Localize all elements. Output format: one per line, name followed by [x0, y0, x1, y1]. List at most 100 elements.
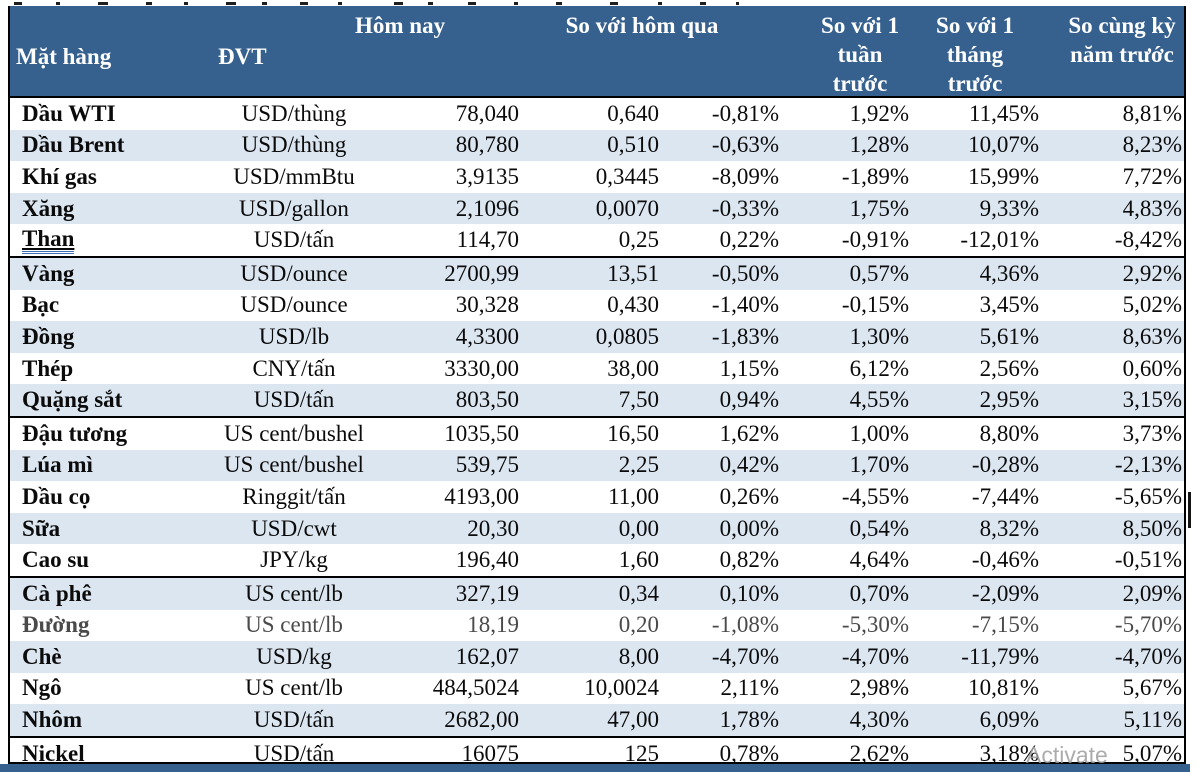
today-price-cell: 4,3300 — [455, 323, 519, 349]
table-row: Lúa mì US cent/bushel 539,75 2,25 0,42% 1,70%… — [10, 449, 1184, 482]
unit-cell: CNY/tấn — [252, 355, 336, 381]
vs-month-cell: 8,80% — [979, 420, 1039, 446]
unit-cell: USD/thùng — [241, 100, 347, 126]
change-pct-cell: 1,78% — [665, 704, 787, 738]
vs-year-cell: -8,42% — [1047, 224, 1184, 258]
vs-week-cell: 1,70% — [849, 452, 909, 478]
vs-month-cell: 11,45% — [968, 100, 1039, 126]
change-abs-cell: 0,20 — [618, 612, 659, 638]
change-abs-cell: 125 — [624, 740, 660, 766]
today-price-cell: 18,19 — [467, 612, 519, 638]
unit-cell: USD/cwt — [251, 515, 337, 541]
today-price-cell: 114,70 — [392, 224, 525, 258]
table-row: Khí gas USD/mmBtu 3,9135 0,3445 -8,09% -1,89%… — [10, 161, 1184, 193]
table-row: Bạc USD/ounce 30,328 0,430 -1,40% -0,15% 3,45%… — [10, 290, 1184, 322]
change-abs-cell: 47,00 — [525, 704, 665, 738]
header-vs-yesterday: So với hôm qua — [565, 13, 719, 38]
commodity-name-cell: Khí gas — [22, 163, 97, 189]
commodity-name-cell: Chè — [22, 643, 62, 669]
change-abs-cell: 0,640 — [607, 100, 659, 126]
unit-cell: USD/ounce — [240, 292, 348, 318]
today-price-cell: 2,1096 — [455, 195, 519, 221]
unit-cell: USD/gallon — [239, 195, 349, 221]
unit-cell: USD/tấn — [196, 704, 392, 738]
vs-month-cell: -0,46% — [917, 544, 1047, 578]
commodity-name-cell: Đậu tương — [22, 420, 128, 446]
vs-month-cell: -2,09% — [971, 580, 1039, 606]
unit-cell: US cent/bushel — [224, 420, 364, 446]
vs-week-cell: 4,64% — [787, 544, 917, 578]
vs-week-cell: -1,89% — [841, 163, 909, 189]
change-pct-cell: -4,70% — [711, 643, 779, 669]
vs-year-cell: -5,70% — [1114, 612, 1182, 638]
table-row: Cao su JPY/kg 196,40 1,60 0,82% 4,64% -0,46% -0… — [10, 544, 1184, 578]
unit-cell: USD/thùng — [241, 132, 347, 158]
vs-week-cell: 1,75% — [849, 195, 909, 221]
vs-year-cell: 2,92% — [1122, 260, 1182, 286]
vs-year-cell: 5,02% — [1122, 292, 1182, 318]
unit-cell: US cent/bushel — [224, 452, 364, 478]
commodity-price-table: Mặt hàng ĐVT Hôm nay So với hôm qua So v… — [8, 6, 1186, 766]
today-price-cell: 78,040 — [455, 100, 519, 126]
vs-month-cell: 5,61% — [979, 323, 1039, 349]
today-price-cell: 1035,50 — [444, 420, 519, 446]
unit-cell: USD/kg — [256, 643, 332, 669]
vs-week-cell: 1,92% — [849, 100, 909, 126]
next-section-blue-strip — [0, 764, 1190, 772]
vs-year-cell: 8,23% — [1122, 132, 1182, 158]
vs-year-cell: -5,65% — [1114, 483, 1182, 509]
change-pct-cell: 0,26% — [719, 483, 779, 509]
vs-week-cell: 1,00% — [849, 420, 909, 446]
table-row: Ngô US cent/lb 484,5024 10,0024 2,11% 2,98% 10… — [10, 673, 1184, 705]
table-row: Dầu WTI USD/thùng 78,040 0,640 -0,81% 1,92% 11… — [10, 98, 1184, 130]
commodity-name-cell: Cao su — [10, 544, 196, 578]
today-price-cell: 3,9135 — [455, 163, 519, 189]
vs-year-cell: 8,50% — [1122, 515, 1182, 541]
unit-cell: JPY/kg — [196, 544, 392, 578]
vs-year-cell: 0,60% — [1122, 355, 1182, 381]
commodity-name-cell: Cà phê — [22, 580, 92, 606]
change-abs-cell: 0,510 — [607, 132, 659, 158]
vs-year-cell: -2,13% — [1114, 452, 1182, 478]
table-row: Sữa USD/cwt 20,30 0,00 0,00% 0,54% 8,32% 8,50% — [10, 512, 1184, 545]
change-pct-cell: 0,82% — [665, 544, 787, 578]
table-row: Nickel USD/tấn 16075 125 0,78% 2,62% 3,18% 5,07… — [10, 737, 1184, 770]
vs-year-cell: 5,67% — [1122, 675, 1182, 701]
today-price-cell: 2682,00 — [392, 704, 525, 738]
commodity-name-cell: Quặng sắt — [10, 384, 196, 418]
change-abs-cell: 10,0024 — [584, 675, 659, 701]
vs-month-cell: -7,44% — [971, 483, 1039, 509]
table-body-grid: Dầu WTI USD/thùng 78,040 0,640 -0,81% 1,92% 11… — [10, 98, 1184, 769]
commodity-name-cell: Nickel — [22, 740, 85, 766]
commodity-name-cell: Xăng — [22, 195, 75, 221]
today-price-cell: 20,30 — [467, 515, 519, 541]
change-pct-cell: -0,63% — [711, 132, 779, 158]
table-row: Than USD/tấn 114,70 0,25 0,22% -0,91% -12,01% -… — [10, 224, 1184, 258]
table-row: Nhôm USD/tấn 2682,00 47,00 1,78% 4,30% 6,09% 5,… — [10, 704, 1184, 738]
table-row: Vàng USD/ounce 2700,99 13,51 -0,50% 0,57% 4,36… — [10, 256, 1184, 290]
vs-month-cell: -7,15% — [971, 612, 1039, 638]
vs-year-cell: 2,09% — [1122, 580, 1182, 606]
commodity-name-cell: Dầu Brent — [22, 132, 125, 158]
change-abs-cell: 0,25 — [525, 224, 665, 258]
vs-week-cell: 1,28% — [849, 132, 909, 158]
change-abs-cell: 7,50 — [525, 384, 665, 418]
vs-week-cell: 4,55% — [787, 384, 917, 418]
vs-week-cell: 0,57% — [849, 260, 909, 286]
vs-month-cell: 10,07% — [968, 132, 1039, 158]
activate-windows-watermark: Activate — [1026, 742, 1108, 768]
commodity-name-cell: Nhôm — [10, 704, 196, 738]
change-pct-cell: -1,40% — [711, 292, 779, 318]
change-pct-cell: 1,15% — [719, 355, 779, 381]
today-price-cell: 30,328 — [455, 292, 519, 318]
change-pct-cell: -8,09% — [711, 163, 779, 189]
vs-month-cell: 10,81% — [968, 675, 1039, 701]
change-pct-cell: 2,11% — [720, 675, 779, 701]
vs-week-cell: -0,91% — [787, 224, 917, 258]
vs-week-cell: -5,30% — [841, 612, 909, 638]
change-pct-cell: 0,78% — [719, 740, 779, 766]
header-today: Hôm nay — [355, 13, 446, 38]
vs-year-cell: 7,72% — [1122, 163, 1182, 189]
vs-year-cell: 3,15% — [1047, 384, 1184, 418]
vs-month-cell: -12,01% — [917, 224, 1047, 258]
